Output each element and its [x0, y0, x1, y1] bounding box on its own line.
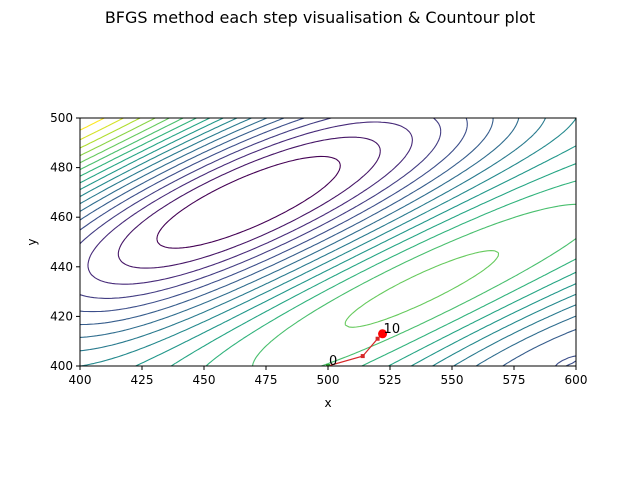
path-point [375, 336, 380, 341]
contour-level [156, 155, 341, 249]
contour-level [80, 118, 576, 366]
x-tick-label: 400 [69, 373, 92, 387]
contour-level [80, 118, 576, 366]
x-axis-ticks: 400 425 450 475 500 525 550 575 600 [69, 366, 588, 387]
annotation-label: 0 [329, 354, 337, 369]
path-point-final [378, 329, 388, 339]
contour-level [80, 118, 576, 366]
contour-level [80, 118, 156, 157]
y-tick-label: 440 [50, 260, 73, 274]
contour-level [87, 121, 413, 285]
contour-level [80, 118, 576, 366]
x-tick-label: 525 [379, 373, 402, 387]
y-axis-ticks: 400 420 440 460 480 500 [50, 111, 80, 373]
path-point [360, 354, 365, 359]
x-tick-label: 500 [317, 373, 340, 387]
contour-level [80, 118, 576, 366]
contour-level [80, 118, 576, 366]
contour-level [80, 118, 105, 131]
y-tick-label: 500 [50, 111, 73, 125]
annotation-label: 10 [384, 322, 401, 337]
y-tick-label: 460 [50, 210, 73, 224]
y-tick-label: 400 [50, 359, 73, 373]
y-axis-label: y [25, 238, 39, 245]
contour-level [80, 118, 500, 328]
x-tick-label: 575 [503, 373, 526, 387]
contour-level [80, 118, 442, 299]
contour-level [80, 118, 124, 141]
contour-level [117, 136, 381, 269]
chart-title: BFGS method each step visualisation & Co… [105, 8, 535, 27]
annotations: 0 10 [329, 322, 400, 369]
y-tick-label: 480 [50, 161, 73, 175]
contour-level [80, 118, 141, 149]
path-point-start [326, 364, 330, 366]
x-tick-label: 550 [441, 373, 464, 387]
y-tick-label: 420 [50, 309, 73, 323]
x-tick-label: 475 [255, 373, 278, 387]
x-tick-label: 600 [565, 373, 588, 387]
x-tick-label: 425 [131, 373, 154, 387]
x-axis-label: x [324, 396, 331, 410]
contour-lines [80, 118, 576, 366]
x-tick-label: 450 [193, 373, 216, 387]
optimization-path [326, 329, 388, 366]
